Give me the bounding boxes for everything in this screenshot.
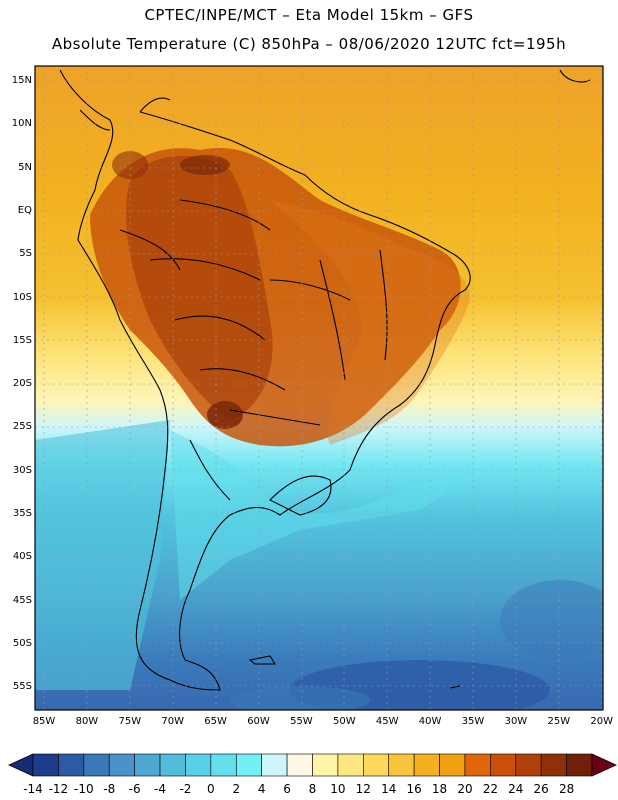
lat-label: 40S — [12, 551, 32, 563]
chart-title-line2: Absolute Temperature (C) 850hPa – 08/06/… — [51, 35, 567, 53]
lat-label: 45S — [12, 594, 32, 606]
temperature-field — [35, 66, 603, 710]
lon-label: 25W — [547, 716, 571, 727]
lat-label: 15S — [12, 334, 32, 346]
colorbar-swatch — [83, 753, 110, 777]
lat-label: 35S — [12, 508, 32, 519]
colorbar-swatch — [540, 753, 567, 777]
colorbar-tick-label: 12 — [355, 782, 371, 796]
lat-label: 20S — [12, 378, 32, 390]
colorbar-swatch — [286, 753, 313, 777]
colorbar-swatch — [363, 753, 390, 777]
lon-label: 85W — [32, 716, 56, 727]
colorbar-tick-label: -8 — [103, 782, 116, 796]
lon-label: 70W — [161, 716, 184, 727]
colorbar-tick-label: -4 — [154, 782, 167, 796]
colorbar-swatch — [235, 753, 262, 777]
colorbar-tick-label: 14 — [381, 782, 397, 796]
lon-label: 40W — [418, 716, 442, 727]
colorbar-swatch — [490, 753, 517, 777]
colorbar-tick-label: 20 — [457, 782, 473, 796]
coastline-borders — [59, 69, 591, 691]
lat-label: 15N — [11, 75, 32, 86]
colorbar-tick-label: 24 — [508, 782, 524, 796]
colorbar-swatch — [413, 753, 440, 777]
colorbar-tick-label: 8 — [308, 782, 317, 796]
colorbar-swatch — [261, 753, 288, 777]
colorbar-tick-label: 6 — [283, 782, 291, 796]
lon-label: 55W — [290, 716, 313, 727]
lat-label: EQ — [17, 204, 32, 216]
colorbar-tick-label: 2 — [232, 782, 241, 796]
lon-label: 45W — [375, 716, 399, 727]
colorbar-tick-label: -12 — [48, 782, 69, 796]
colorbar-tick-label: -10 — [74, 782, 94, 796]
colorbar-swatch — [337, 753, 364, 777]
colorbar-swatch — [464, 753, 491, 777]
lat-label: 50S — [12, 637, 32, 649]
chart-title-line1: CPTEC/INPE/MCT – Eta Model 15km – GFS — [144, 6, 474, 24]
colorbar-swatch — [439, 753, 466, 777]
colorbar-swatch — [134, 753, 161, 777]
lon-label: 80W — [75, 716, 99, 727]
lat-label: 30S — [12, 464, 32, 476]
lon-label: 30W — [504, 716, 528, 727]
colorbar-tick-label: 10 — [330, 782, 346, 796]
colorbar-tick-label: 26 — [533, 782, 549, 796]
colorbar — [8, 753, 617, 777]
map-frame — [34, 65, 604, 711]
colorbar-tick-label: 16 — [406, 782, 422, 796]
colorbar-tick-label: 18 — [431, 782, 448, 796]
colorbar-swatch — [185, 753, 212, 777]
colorbar-swatch — [388, 753, 415, 777]
colorbar-swatch — [108, 753, 135, 777]
colorbar-min-arrow — [8, 753, 34, 777]
colorbar-tick-label: -2 — [179, 782, 192, 796]
colorbar-tick-label: 4 — [257, 782, 266, 796]
colorbar-swatch — [58, 753, 85, 777]
colorbar-tick-label: -14 — [23, 782, 43, 796]
lon-label: 60W — [247, 716, 270, 727]
lat-label: 55S — [12, 681, 32, 693]
graticule — [35, 66, 603, 710]
lon-label: 35W — [461, 716, 485, 727]
colorbar-swatch — [210, 753, 237, 777]
lon-label: 50W — [332, 716, 356, 727]
colorbar-swatch — [312, 753, 339, 777]
lat-label: 10N — [11, 118, 32, 130]
lon-label: 20W — [590, 716, 613, 727]
lat-label: 25S — [12, 421, 32, 433]
lat-label: 5N — [18, 161, 32, 173]
colorbar-tick-label: -6 — [128, 782, 141, 796]
colorbar-swatch — [515, 753, 542, 777]
colorbar-tick-label: 22 — [482, 782, 498, 796]
lon-label: 65W — [204, 716, 227, 727]
lat-label: 10S — [12, 291, 32, 303]
lat-label: 5S — [19, 248, 32, 260]
colorbar-swatch — [32, 753, 59, 777]
colorbar-max-arrow — [591, 753, 617, 777]
colorbar-tick-label: 28 — [558, 782, 575, 796]
colorbar-swatch — [566, 753, 593, 777]
colorbar-tick-label: 0 — [207, 782, 215, 796]
colorbar-swatch — [159, 753, 186, 777]
lon-label: 75W — [118, 716, 142, 727]
